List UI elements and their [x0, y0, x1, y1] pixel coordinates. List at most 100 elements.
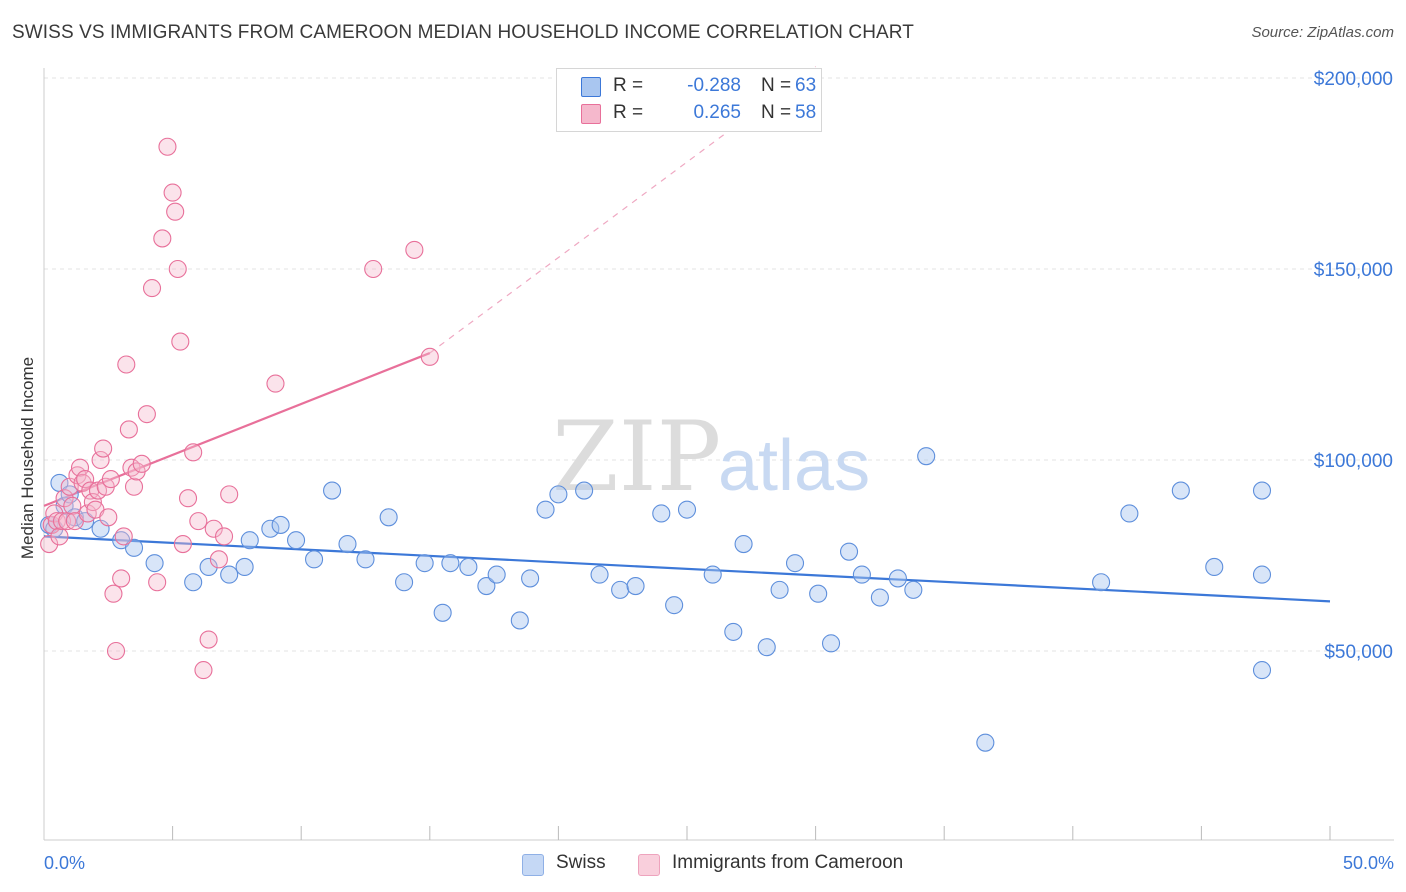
swiss-swatch [581, 77, 601, 97]
y-tick-labels: $50,000 $100,000 $150,000 $200,000 [1314, 69, 1393, 663]
bottom-legend-swiss-label: Swiss [556, 852, 606, 873]
cameroon-point-16 [81, 481, 100, 500]
bottom-legend-cameroon-swatch [638, 854, 660, 876]
cameroon-point-29 [117, 355, 136, 374]
swiss-point-34 [549, 485, 568, 504]
cameroon-point-52 [214, 527, 234, 546]
swiss-point-46 [770, 580, 789, 599]
cameroon-trend-line [43, 352, 431, 507]
watermark-zip: ZIP [552, 401, 721, 513]
cameroon-point-9 [63, 496, 82, 515]
swiss-point-23 [379, 508, 398, 527]
swiss-point-54 [904, 580, 923, 599]
cameroon-r-label: R = [613, 102, 644, 123]
cameroon-point-40 [163, 183, 182, 202]
cameroon-point-35 [137, 405, 156, 424]
swiss-point-36 [590, 565, 609, 584]
swiss-point-47 [785, 554, 805, 573]
data-points [40, 137, 1272, 752]
cameroon-point-39 [158, 137, 177, 156]
swiss-point-18 [287, 531, 306, 550]
x-tick-label-max: 50.0% [1342, 853, 1394, 873]
swiss-point-15 [240, 531, 259, 550]
swiss-point-30 [487, 565, 506, 584]
swiss-point-24 [395, 573, 414, 592]
trend-lines [43, 66, 1331, 603]
cameroon-swatch [581, 104, 601, 124]
swiss-point-10 [145, 554, 164, 573]
swiss-point-43 [724, 622, 743, 641]
swiss-point-35 [575, 481, 594, 500]
swiss-point-31 [510, 611, 529, 630]
swiss-point-11 [184, 573, 203, 592]
axes [43, 68, 1394, 841]
swiss-point-26 [433, 603, 452, 622]
swiss-point-58 [1120, 504, 1139, 523]
y-tick-label-2: $150,000 [1314, 260, 1393, 281]
cameroon-point-43 [171, 332, 190, 351]
swiss-point-19 [305, 550, 324, 569]
swiss-point-49 [821, 634, 841, 653]
swiss-point-20 [323, 481, 342, 500]
cameroon-point-12 [70, 458, 90, 477]
swiss-r-label: R = [613, 75, 644, 96]
cameroon-point-23 [99, 508, 118, 527]
chart-title: SWISS VS IMMIGRANTS FROM CAMEROON MEDIAN… [12, 22, 914, 43]
cameroon-point-54 [266, 374, 285, 393]
cameroon-n-value: 58 [795, 102, 817, 123]
bottom-legend-swiss-swatch [522, 854, 544, 876]
cameroon-point-38 [153, 229, 172, 248]
y-tick-label-3: $200,000 [1314, 69, 1393, 90]
swiss-n-label: N = [761, 75, 792, 96]
cameroon-point-41 [166, 202, 185, 221]
swiss-r-value: -0.288 [687, 75, 741, 96]
cameroon-point-44 [173, 534, 192, 554]
cameroon-point-45 [178, 489, 198, 508]
cameroon-point-14 [76, 470, 95, 489]
cameroon-point-21 [94, 439, 113, 458]
chart-source: Source: ZipAtlas.com [1251, 24, 1394, 41]
cameroon-point-56 [405, 240, 424, 259]
swiss-point-50 [839, 542, 859, 561]
cameroon-point-47 [189, 512, 208, 531]
swiss-point-28 [459, 557, 478, 577]
y-tick-label-0: $50,000 [1324, 642, 1393, 663]
cameroon-point-26 [106, 641, 126, 661]
cameroon-point-53 [220, 485, 239, 504]
bottom-legend-cameroon-label: Immigrants from Cameroon [672, 852, 904, 873]
swiss-point-14 [235, 557, 254, 577]
cameroon-point-24 [101, 470, 120, 489]
swiss-point-29 [477, 577, 496, 596]
x-tick-label-min: 0.0% [44, 853, 86, 873]
cameroon-point-34 [132, 454, 151, 473]
cameroon-point-51 [209, 550, 228, 569]
swiss-point-9 [124, 538, 144, 557]
swiss-point-59 [1171, 481, 1190, 500]
cameroon-point-28 [114, 527, 133, 546]
swiss-point-53 [888, 569, 907, 588]
swiss-point-41 [677, 500, 697, 519]
swiss-point-45 [757, 638, 776, 657]
swiss-point-52 [870, 588, 889, 607]
swiss-point-37 [611, 580, 630, 599]
cameroon-point-6 [55, 489, 74, 508]
swiss-point-25 [415, 554, 434, 573]
cameroon-point-57 [420, 347, 439, 366]
swiss-point-61 [1252, 565, 1272, 584]
swiss-point-56 [976, 733, 995, 752]
cameroon-point-37 [148, 573, 167, 592]
swiss-point-21 [338, 534, 357, 554]
cameroon-point-4 [50, 527, 69, 546]
cameroon-point-0 [40, 534, 59, 554]
swiss-n-value: 63 [795, 75, 817, 96]
swiss-point-55 [917, 447, 936, 466]
cameroon-point-36 [142, 279, 162, 298]
cameroon-point-25 [104, 584, 123, 603]
cameroon-point-30 [119, 420, 138, 439]
cameroon-point-3 [47, 512, 66, 531]
swiss-point-17 [271, 515, 290, 534]
swiss-point-60 [1205, 557, 1224, 577]
cameroon-point-5 [52, 512, 72, 531]
cameroon-n-label: N = [761, 102, 792, 123]
